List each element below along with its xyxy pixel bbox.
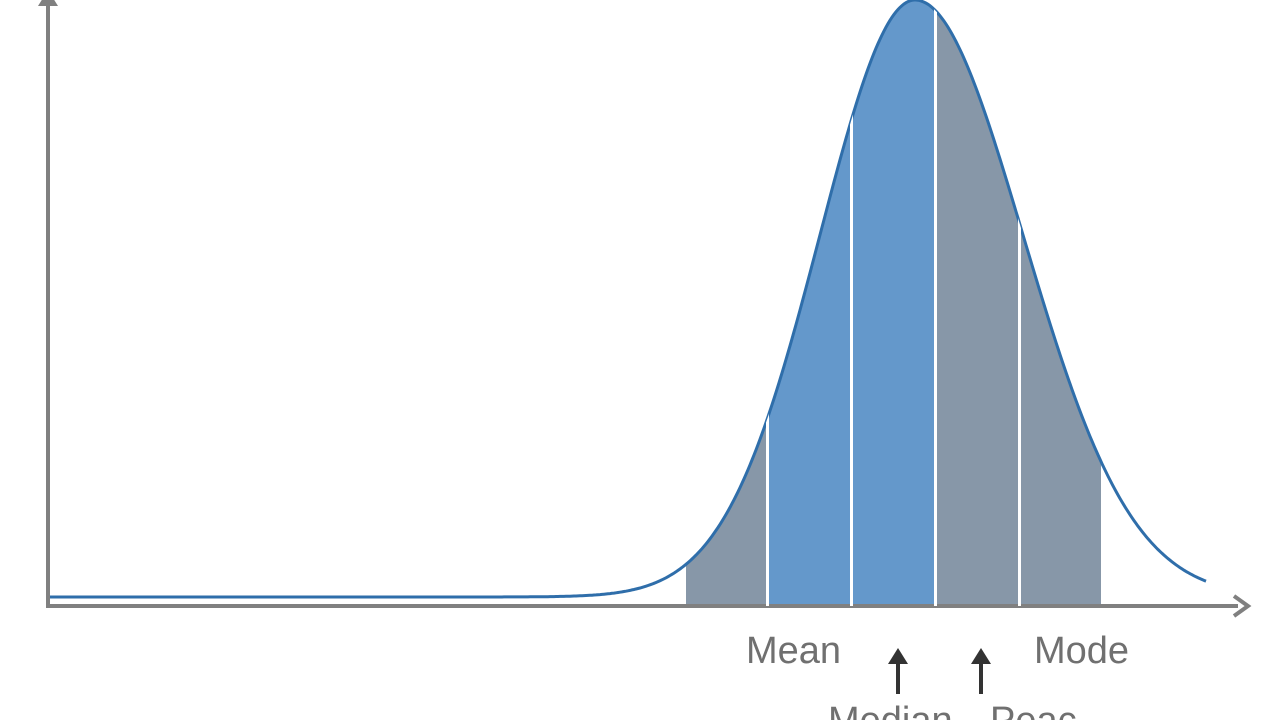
peak-label: Peac xyxy=(990,700,1077,720)
band-center-2 xyxy=(853,0,934,606)
median-label: Median xyxy=(828,700,953,720)
band-center-1 xyxy=(769,0,850,606)
x-axis-arrowhead xyxy=(1232,594,1252,618)
peak-arrow xyxy=(971,648,991,694)
y-axis-arrowhead xyxy=(38,0,58,6)
distribution-curve xyxy=(48,0,1207,599)
band-outer-right-2 xyxy=(1021,0,1101,606)
mean-label: Mean xyxy=(746,630,841,672)
shaded-bands xyxy=(686,0,1101,606)
axes xyxy=(38,0,1252,618)
mode-label: Mode xyxy=(1034,630,1129,672)
median-arrow xyxy=(888,648,908,694)
